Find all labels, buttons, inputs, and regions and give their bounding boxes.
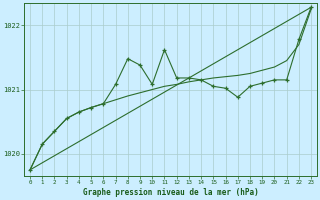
X-axis label: Graphe pression niveau de la mer (hPa): Graphe pression niveau de la mer (hPa) bbox=[83, 188, 259, 197]
